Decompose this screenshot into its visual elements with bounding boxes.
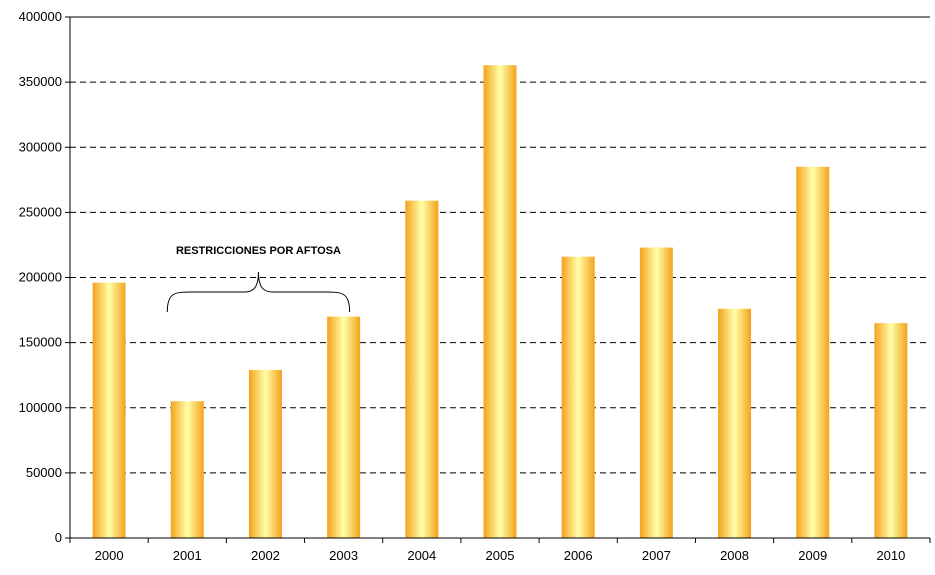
annotation: RESTRICCIONES POR AFTOSA [166, 245, 351, 313]
y-tick-label: 50000 [26, 465, 62, 480]
bar-2008 [718, 308, 752, 538]
y-tick-label: 300000 [19, 139, 62, 154]
bar-2009 [796, 166, 830, 538]
y-tick-label: 250000 [19, 204, 62, 219]
x-tick-label: 2010 [876, 548, 905, 563]
bar-2003 [327, 316, 361, 538]
y-tick-label: 150000 [19, 335, 62, 350]
bar-2005 [483, 65, 517, 538]
y-tick-label: 200000 [19, 270, 62, 285]
x-tick-label: 2001 [173, 548, 202, 563]
y-tick-label: 350000 [19, 74, 62, 89]
bar-2007 [639, 247, 673, 539]
y-tick-label: 100000 [19, 400, 62, 415]
bar-2000 [92, 282, 126, 538]
y-tick-label: 400000 [19, 9, 62, 24]
x-tick-label: 2004 [407, 548, 436, 563]
bars [92, 65, 908, 539]
bar-2004 [405, 200, 439, 538]
axes: 0 50000 100000 150000 200000 250000 300000 3500… [19, 9, 931, 563]
x-tick-label: 2009 [798, 548, 827, 563]
x-tick-label: 2008 [720, 548, 749, 563]
bar-2002 [248, 369, 282, 538]
annotation-brace [166, 271, 351, 313]
x-tick-label: 2005 [486, 548, 515, 563]
bar-2001 [170, 401, 204, 538]
bar-2010 [874, 323, 908, 538]
x-tick-label: 2003 [329, 548, 358, 563]
x-tick-label: 2000 [95, 548, 124, 563]
y-tick-label: 0 [55, 530, 62, 545]
x-tick-label: 2007 [642, 548, 671, 563]
bar-2006 [561, 256, 595, 538]
x-tick-label: 2002 [251, 548, 280, 563]
annotation-label: RESTRICCIONES POR AFTOSA [176, 245, 341, 257]
x-tick-label: 2006 [564, 548, 593, 563]
